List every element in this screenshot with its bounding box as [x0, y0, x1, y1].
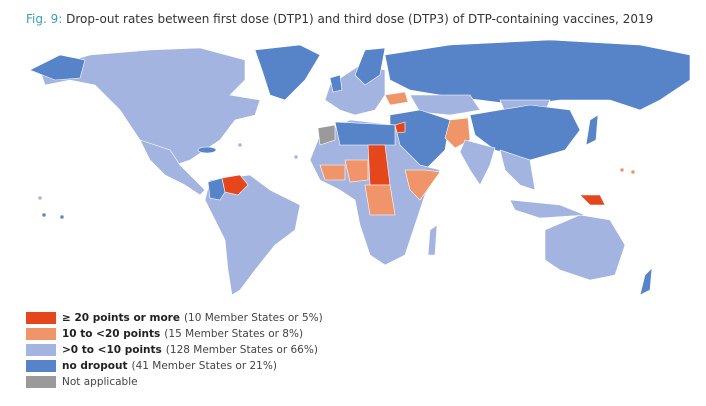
- legend-swatch: [26, 376, 56, 388]
- region: [221, 174, 249, 196]
- region: [207, 177, 226, 201]
- region: [354, 47, 386, 86]
- legend-label: Not applicable: [62, 376, 138, 388]
- legend-item: ≥ 20 points or more (10 Member States or …: [26, 310, 323, 326]
- world-map: [29, 39, 691, 296]
- legend-label: ≥ 20 points or more: [62, 312, 180, 324]
- legend-item: no dropout (41 Member States or 21%): [26, 358, 323, 374]
- legend-note: (41 Member States or 21%): [131, 360, 277, 372]
- region: [639, 267, 653, 296]
- legend-label: 10 to <20 points: [62, 328, 161, 340]
- region: [469, 104, 581, 161]
- region: [344, 159, 369, 183]
- legend-swatch: [26, 312, 56, 324]
- region: [459, 139, 496, 186]
- region: [499, 149, 536, 191]
- region: [384, 91, 409, 106]
- region: [619, 167, 625, 173]
- legend-swatch: [26, 328, 56, 340]
- region: [37, 195, 43, 201]
- region: [329, 74, 343, 93]
- legend: ≥ 20 points or more (10 Member States or …: [26, 310, 323, 390]
- legend-label: >0 to <10 points: [62, 344, 162, 356]
- figure-title: Fig. 9: Drop-out rates between first dos…: [26, 12, 653, 26]
- legend-item: 10 to <20 points (15 Member States or 8%): [26, 326, 323, 342]
- figure-label: Fig. 9:: [26, 12, 63, 26]
- region: [427, 224, 438, 256]
- region: [585, 114, 599, 146]
- region: [630, 169, 636, 175]
- region: [444, 117, 471, 149]
- region: [334, 121, 396, 146]
- legend-note: (15 Member States or 8%): [164, 328, 304, 340]
- region: [404, 169, 441, 201]
- region: [39, 47, 261, 166]
- region: [384, 39, 691, 111]
- region: [579, 194, 606, 206]
- region: [293, 154, 299, 160]
- region: [409, 94, 481, 116]
- region: [204, 174, 301, 296]
- region: [509, 199, 586, 219]
- legend-note: (10 Member States or 5%): [183, 312, 323, 324]
- legend-swatch: [26, 360, 56, 372]
- region: [139, 139, 206, 196]
- region: [364, 184, 396, 216]
- region: [254, 44, 321, 101]
- region: [544, 214, 626, 281]
- legend-note: (128 Member States or 66%): [165, 344, 318, 356]
- region: [41, 212, 47, 218]
- legend-label: no dropout: [62, 360, 128, 372]
- region: [197, 146, 217, 154]
- region: [29, 54, 86, 81]
- region: [59, 214, 65, 220]
- region: [317, 124, 336, 146]
- region: [319, 164, 346, 181]
- legend-swatch: [26, 344, 56, 356]
- legend-item: Not applicable: [26, 374, 323, 390]
- title-text: Drop-out rates between first dose (DTP1)…: [66, 12, 654, 26]
- legend-item: >0 to <10 points (128 Member States or 66…: [26, 342, 323, 358]
- region: [237, 142, 243, 148]
